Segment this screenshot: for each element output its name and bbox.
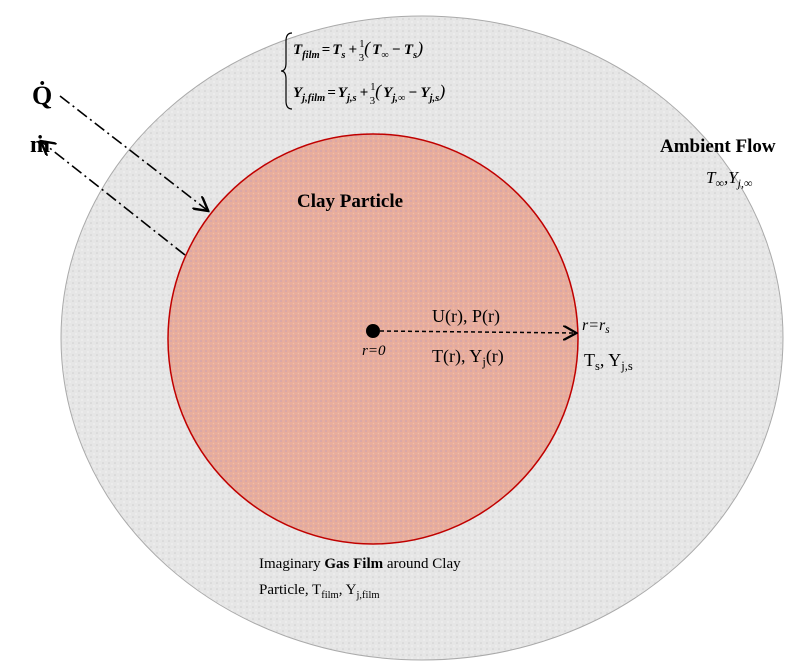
text-part: +: [360, 85, 369, 101]
text-part: s: [605, 324, 610, 336]
clay-particle-label: Clay Particle: [297, 191, 403, 212]
text-part: around Clay: [383, 556, 461, 572]
text-part: s: [412, 50, 417, 61]
ambient-state: T∞,Yj,∞: [706, 168, 752, 190]
text-part: (: [375, 81, 382, 102]
ambient-flow-label: Ambient Flow: [660, 136, 776, 157]
text-part: j,∞: [736, 176, 753, 190]
center-dot: [366, 324, 380, 338]
m-dot: ṁ: [30, 132, 50, 158]
text-part: 3: [370, 95, 376, 107]
text-part: Y: [420, 85, 431, 101]
equation-brace: [280, 32, 293, 110]
surface-radius: r=rs: [582, 317, 610, 336]
center-label: r=0: [362, 343, 386, 359]
text-part: −: [408, 85, 417, 101]
text-part: T: [293, 42, 303, 58]
text-part: +: [349, 42, 358, 58]
text-part: j,s: [345, 93, 357, 104]
text-part: Gas Film: [324, 556, 383, 572]
text-part: Imaginary: [259, 556, 324, 572]
text-part: T(r), Y: [432, 346, 482, 367]
text-part: Y: [338, 85, 349, 101]
text-part: j,∞: [390, 93, 405, 104]
text-part: ,: [724, 168, 728, 187]
text-part: film: [302, 50, 320, 61]
text-part: Y: [293, 85, 304, 101]
text-part: ∞: [715, 176, 723, 190]
mass-arrow: [42, 142, 186, 256]
text-part: , Y: [339, 582, 357, 598]
text-part: Particle, T: [259, 582, 321, 598]
heat-arrow: [59, 95, 207, 210]
text-part: 3: [359, 52, 365, 64]
text-part: ): [416, 38, 423, 59]
text-part: (r): [486, 346, 504, 367]
text-part: film: [321, 590, 339, 601]
text-part: s: [340, 50, 345, 61]
text-part: ): [438, 81, 445, 102]
text-part: =: [327, 85, 336, 101]
text-part: (: [364, 38, 371, 59]
gas-film-line2: Particle, Tfilm, Yj,film: [259, 582, 380, 601]
text-part: T: [584, 350, 595, 370]
film-equation: Tfilm = Ts +1 3(T∞ − Ts): [293, 38, 423, 64]
text-part: r=r: [582, 317, 606, 334]
text-part: j,film: [300, 93, 325, 104]
text-part: Y: [728, 168, 739, 187]
text-part: j,film: [356, 590, 380, 601]
text-part: 1: [359, 38, 365, 50]
text-part: j,s: [620, 359, 633, 373]
q-dot: Q̇: [32, 81, 52, 110]
text-part: s: [595, 359, 600, 373]
surface-state: Ts, Yj,s: [584, 350, 633, 373]
text-part: T: [372, 42, 382, 58]
text-part: , Y: [600, 350, 621, 370]
text-part: T: [706, 168, 717, 187]
text-part: =: [322, 42, 331, 58]
radius-arrow: [379, 331, 575, 333]
text-part: −: [392, 42, 401, 58]
text-part: Y: [383, 85, 394, 101]
temperature-species: T(r), Yj(r): [432, 346, 504, 369]
text-part: j,s: [428, 93, 440, 104]
text-part: j: [481, 355, 486, 369]
text-part: T: [332, 42, 342, 58]
text-part: T: [404, 42, 414, 58]
text-part: 1: [370, 81, 376, 93]
velocity-pressure: U(r), P(r): [432, 306, 500, 327]
text-part: ∞: [381, 50, 389, 61]
gas-film-line1: Imaginary Gas Film around Clay: [259, 556, 461, 572]
species-film-equation: Yj,film = Yj,s +1 3(Yj,∞ − Yj,s): [293, 81, 445, 107]
